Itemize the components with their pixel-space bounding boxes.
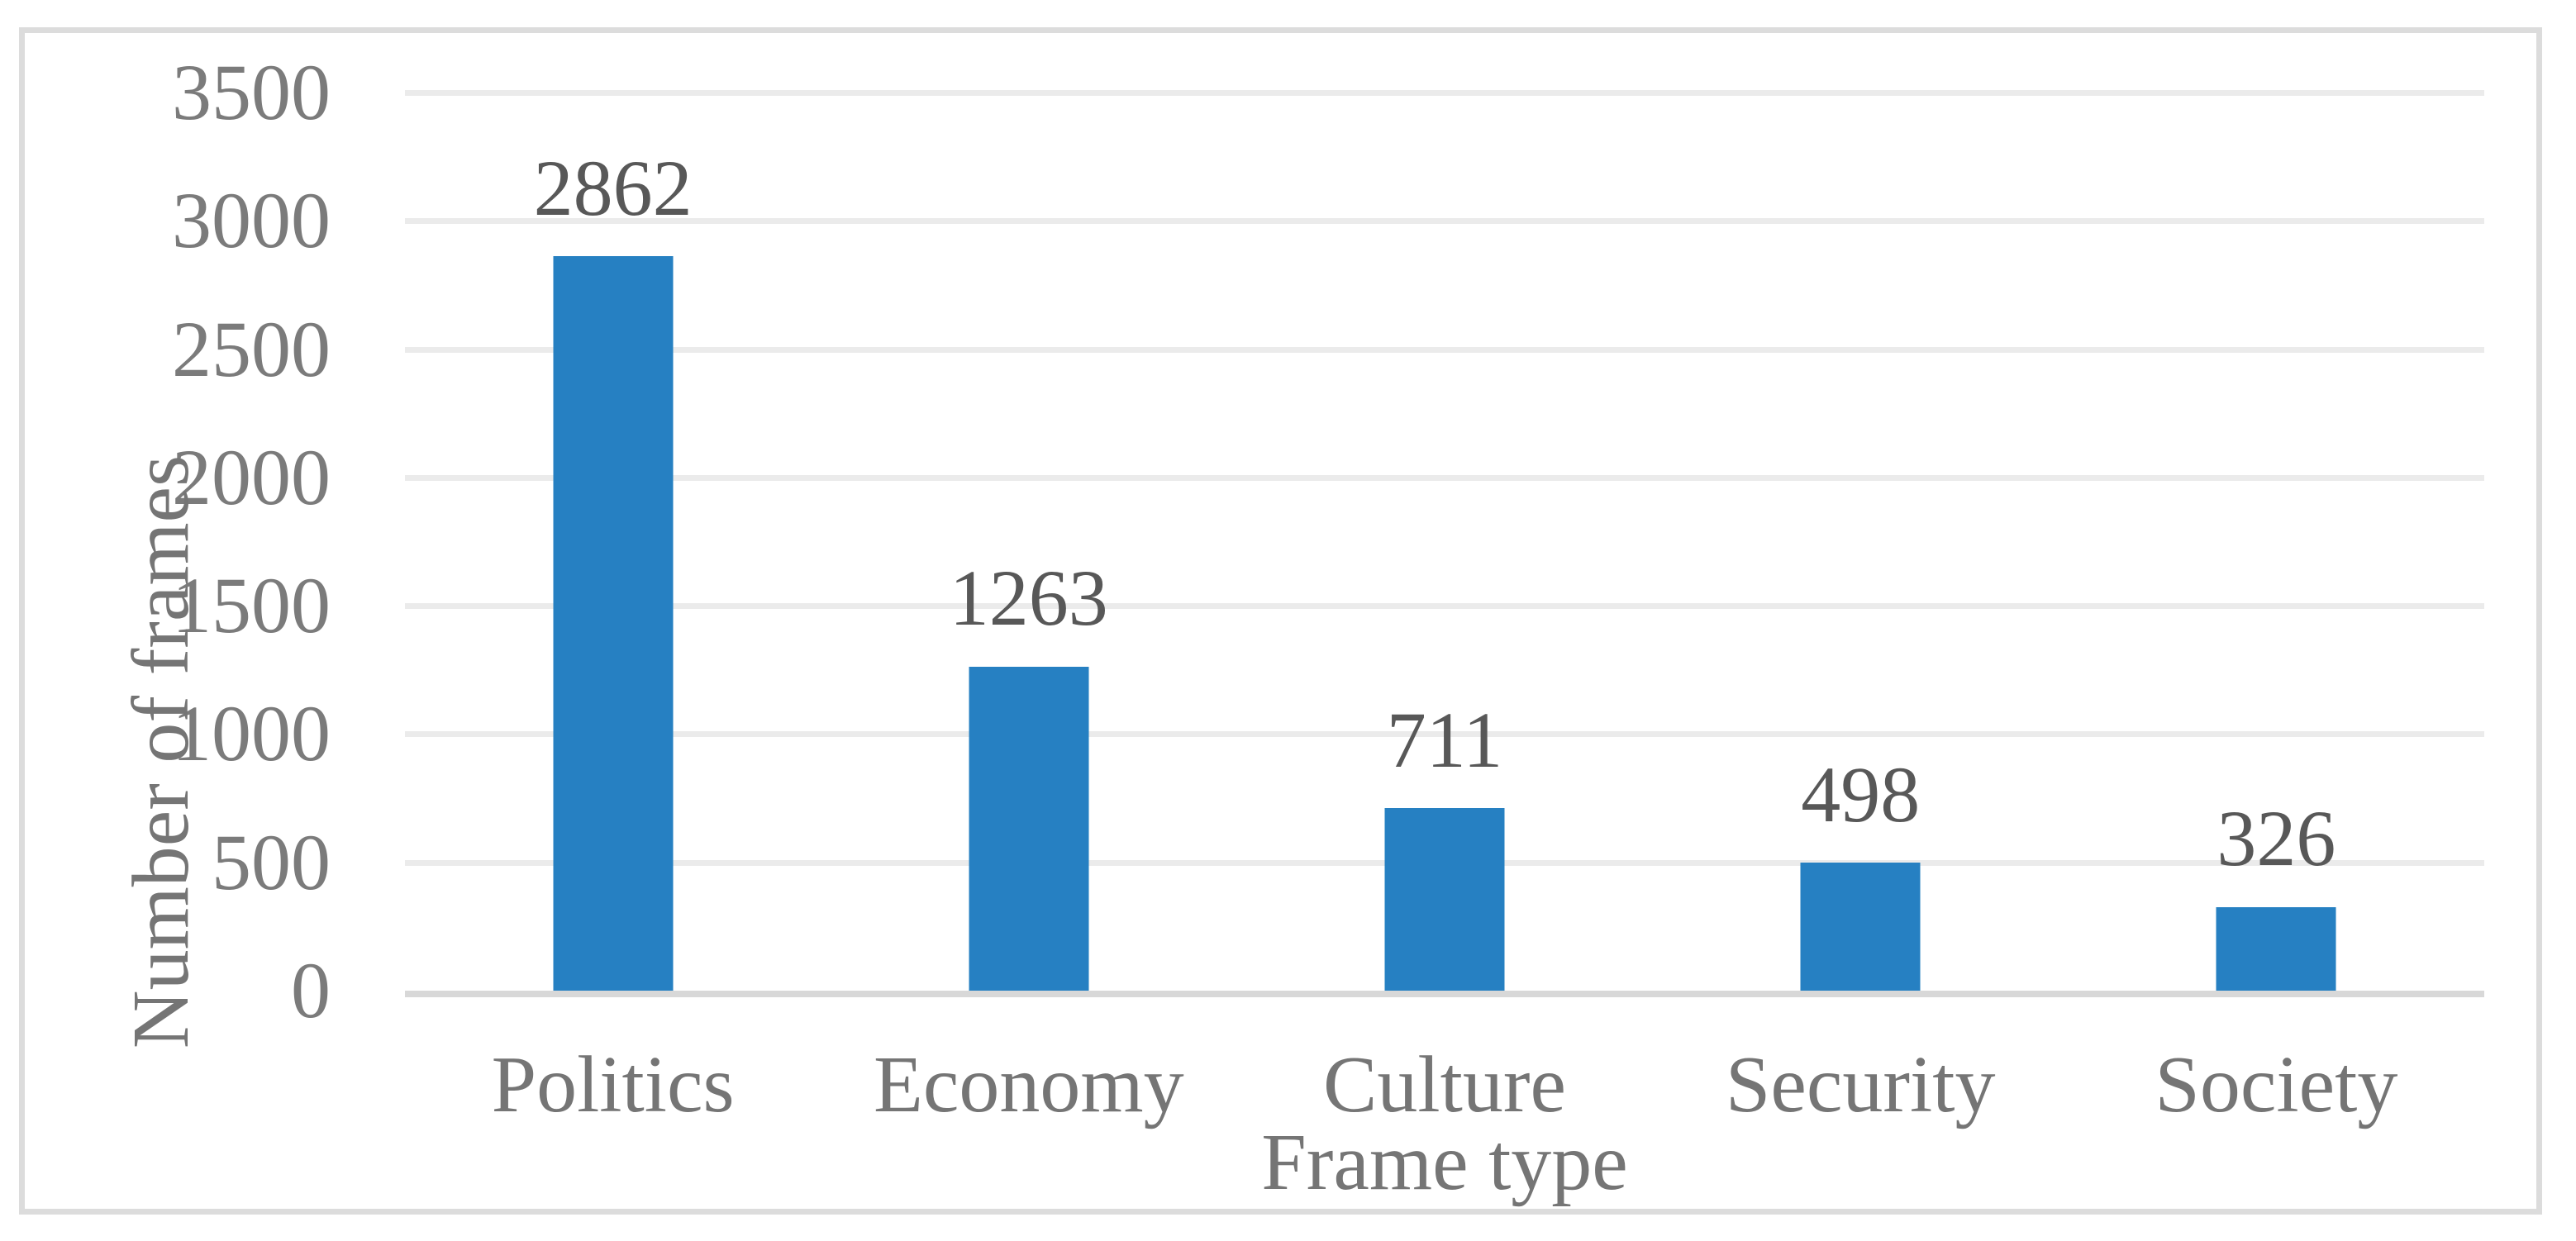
x-category-culture: Culture: [1323, 1040, 1566, 1129]
data-label-culture: 711: [1386, 695, 1503, 784]
gridline-2000: [405, 474, 2484, 481]
bar-culture: [1384, 808, 1505, 991]
plot-area: 2862 1263 711 498 326: [405, 90, 2484, 997]
y-axis-title: Number of frames: [117, 454, 206, 1049]
y-tick-1500: 1500: [172, 561, 331, 650]
chart-border: [19, 27, 2542, 1215]
gridline-1500: [405, 603, 2484, 610]
y-tick-3500: 3500: [172, 48, 331, 136]
bar-slot-security: 498: [1653, 93, 2069, 991]
data-label-politics: 2862: [533, 143, 693, 232]
y-tick-1000: 1000: [172, 689, 331, 778]
x-category-society: Society: [2155, 1040, 2398, 1129]
bar-slot-culture: 711: [1236, 93, 1652, 991]
y-tick-2500: 2500: [172, 304, 331, 393]
y-tick-500: 500: [212, 817, 331, 906]
bar-society: [2216, 906, 2336, 991]
gridline-3500: [405, 90, 2484, 96]
x-axis-line: [405, 991, 2484, 997]
data-label-security: 498: [1801, 749, 1921, 839]
x-category-economy: Economy: [874, 1040, 1184, 1129]
x-axis-title: Frame type: [1261, 1118, 1628, 1207]
y-tick-2000: 2000: [172, 432, 331, 521]
bar-slot-politics: 2862: [405, 93, 821, 991]
bar-economy: [969, 666, 1089, 991]
gridline-3000: [405, 218, 2484, 225]
data-label-society: 326: [2217, 794, 2336, 883]
data-label-economy: 1263: [949, 554, 1108, 643]
x-category-security: Security: [1725, 1040, 1996, 1129]
bar-slot-economy: 1263: [821, 93, 1236, 991]
gridline-1000: [405, 731, 2484, 738]
x-category-politics: Politics: [491, 1040, 735, 1129]
bar-slot-society: 326: [2069, 93, 2484, 991]
y-tick-0: 0: [291, 946, 331, 1034]
gridline-2500: [405, 346, 2484, 353]
bar-security: [1800, 863, 1921, 991]
y-tick-3000: 3000: [172, 176, 331, 265]
bar-politics: [553, 256, 674, 991]
